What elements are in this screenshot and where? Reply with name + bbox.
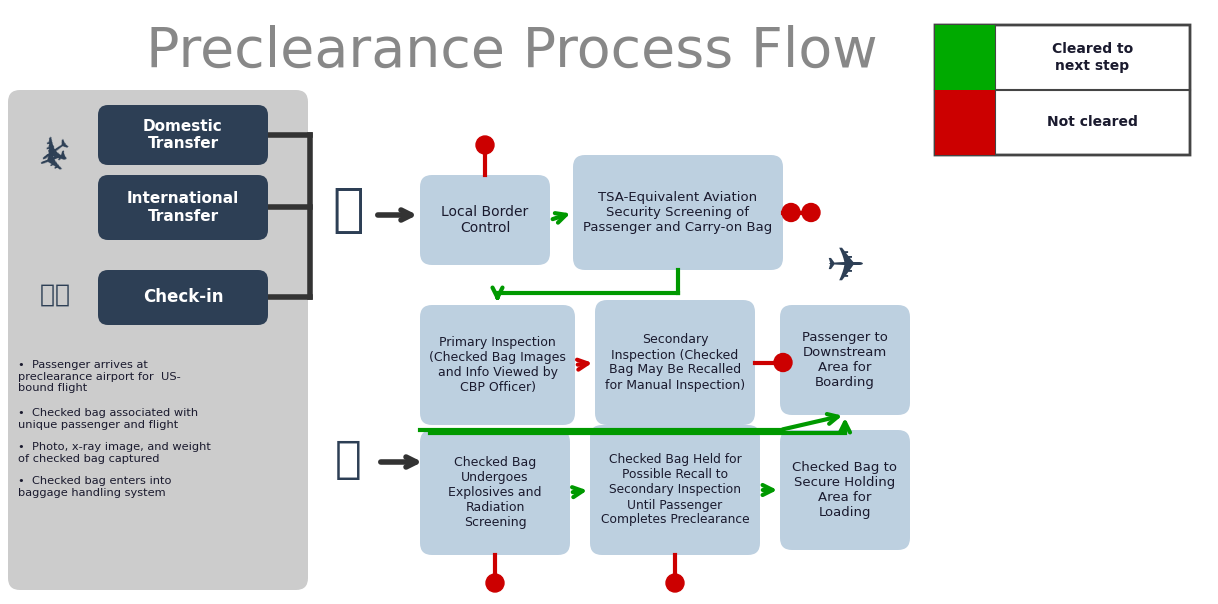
Circle shape: [666, 574, 685, 592]
Text: Cleared to
next step: Cleared to next step: [1052, 42, 1133, 72]
FancyBboxPatch shape: [97, 105, 268, 165]
Text: Checked Bag Held for
Possible Recall to
Secondary Inspection
Until Passenger
Com: Checked Bag Held for Possible Recall to …: [600, 454, 749, 527]
Text: •  Photo, x-ray image, and weight
of checked bag captured: • Photo, x-ray image, and weight of chec…: [18, 442, 211, 464]
Text: Domestic
Transfer: Domestic Transfer: [144, 119, 223, 151]
FancyBboxPatch shape: [780, 305, 910, 415]
Text: 🧳: 🧳: [335, 439, 362, 481]
Circle shape: [486, 574, 504, 592]
FancyBboxPatch shape: [590, 425, 760, 555]
Text: •  Checked bag associated with
unique passenger and flight: • Checked bag associated with unique pas…: [18, 408, 199, 429]
Text: Passenger to
Downstream
Area for
Boarding: Passenger to Downstream Area for Boardin…: [803, 331, 888, 389]
Text: ✈: ✈: [23, 123, 72, 173]
Text: •  Passenger arrives at
preclearance airport for  US-
bound flight: • Passenger arrives at preclearance airp…: [18, 360, 180, 393]
FancyBboxPatch shape: [596, 300, 755, 425]
FancyBboxPatch shape: [420, 430, 570, 555]
Text: Checked Bag
Undergoes
Explosives and
Radiation
Screening: Checked Bag Undergoes Explosives and Rad…: [448, 456, 542, 529]
Text: 👨‍💼: 👨‍💼: [40, 283, 69, 307]
FancyBboxPatch shape: [97, 175, 268, 240]
FancyBboxPatch shape: [97, 270, 268, 325]
Text: Preclearance Process Flow: Preclearance Process Flow: [146, 25, 877, 79]
Text: ✈: ✈: [825, 245, 865, 291]
Text: Local Border
Control: Local Border Control: [441, 205, 529, 235]
Text: Primary Inspection
(Checked Bag Images
and Info Viewed by
CBP Officer): Primary Inspection (Checked Bag Images a…: [429, 336, 566, 394]
Text: 🚶: 🚶: [333, 184, 364, 236]
Circle shape: [782, 204, 800, 222]
Text: Secondary
Inspection (Checked
Bag May Be Recalled
for Manual Inspection): Secondary Inspection (Checked Bag May Be…: [605, 333, 745, 391]
FancyBboxPatch shape: [935, 25, 1190, 155]
Text: •  Checked bag enters into
baggage handling system: • Checked bag enters into baggage handli…: [18, 476, 172, 498]
Text: TSA-Equivalent Aviation
Security Screening of
Passenger and Carry-on Bag: TSA-Equivalent Aviation Security Screeni…: [583, 191, 772, 234]
Text: Not cleared: Not cleared: [1047, 115, 1138, 129]
Circle shape: [773, 353, 792, 371]
Text: Check-in: Check-in: [143, 289, 223, 306]
FancyBboxPatch shape: [935, 90, 995, 155]
Circle shape: [801, 204, 820, 222]
Text: ✈: ✈: [28, 134, 68, 176]
FancyBboxPatch shape: [780, 430, 910, 550]
Circle shape: [476, 136, 495, 154]
Text: Checked Bag to
Secure Holding
Area for
Loading: Checked Bag to Secure Holding Area for L…: [793, 461, 898, 519]
FancyBboxPatch shape: [420, 175, 551, 265]
FancyBboxPatch shape: [9, 90, 308, 590]
Text: International
Transfer: International Transfer: [127, 191, 239, 223]
FancyBboxPatch shape: [572, 155, 783, 270]
FancyBboxPatch shape: [935, 25, 995, 90]
FancyBboxPatch shape: [420, 305, 575, 425]
